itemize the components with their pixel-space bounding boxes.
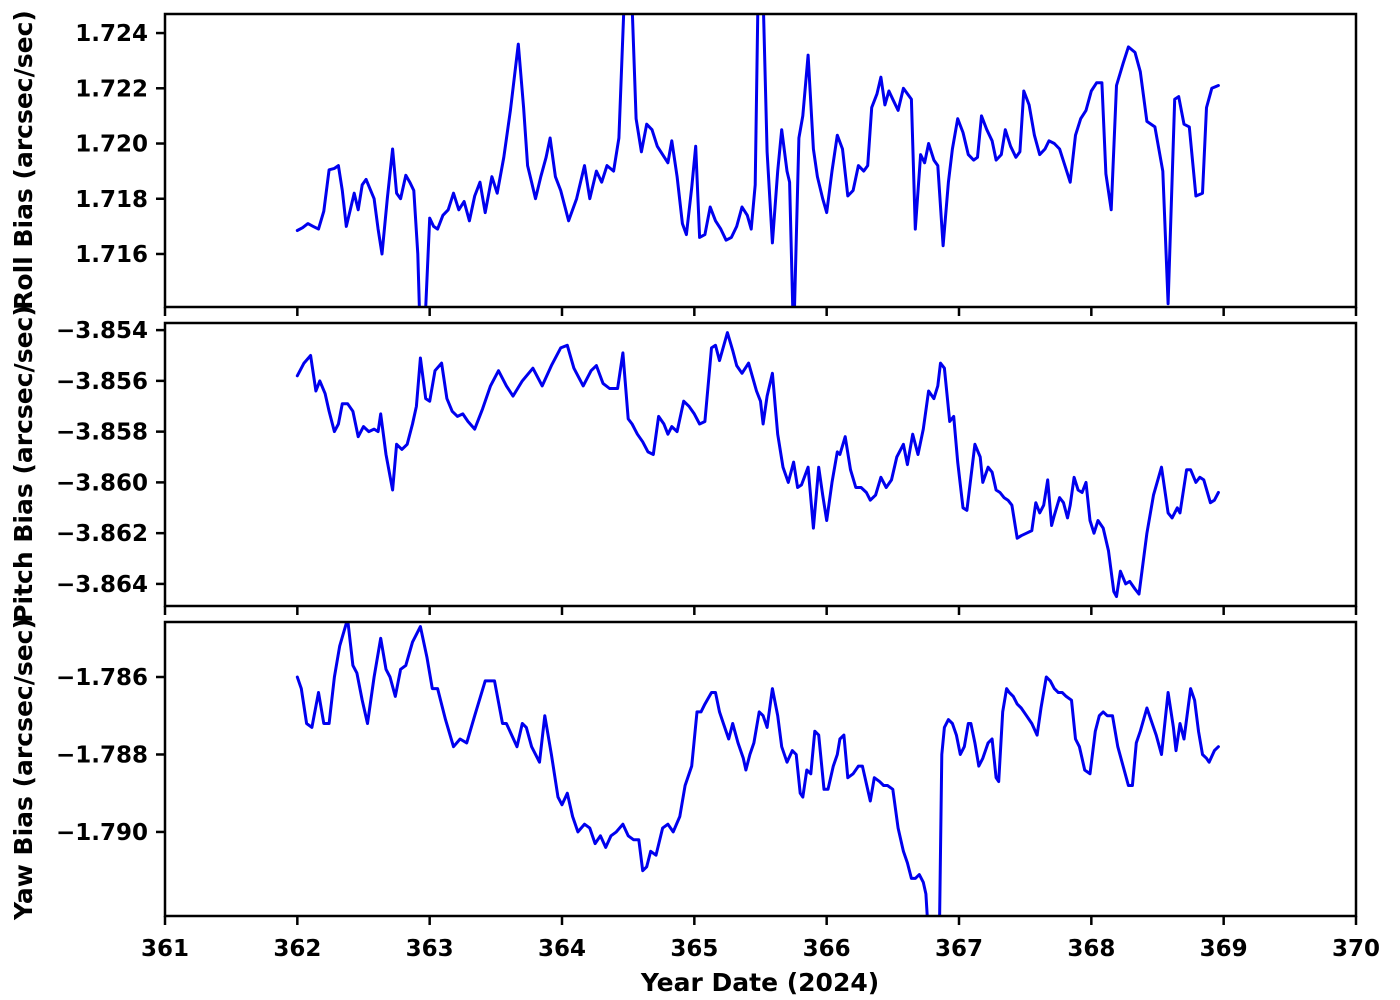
subplot-pitch: −3.854 −3.856 −3.858 −3.860 −3.862 −3.864	[56, 318, 1358, 615]
x-tick-label: 364	[538, 936, 586, 962]
y-tick-label: −1.786	[56, 665, 148, 691]
subplot-yaw: −1.786 −1.788 −1.790 361 362 363 364 365 366 367 3…	[56, 620, 1380, 962]
y-tick-label: 1.720	[75, 132, 148, 158]
x-tick-label: 370	[1332, 936, 1380, 962]
x-axis-label: Year Date (2024)	[640, 968, 879, 997]
y-tick-label: −3.856	[56, 369, 148, 395]
y-tick-label: −3.862	[56, 521, 148, 547]
axes-box	[163, 321, 1358, 608]
x-tick-label: 369	[1200, 936, 1248, 962]
y-tick-label: 1.724	[75, 21, 148, 47]
y-tick-label: 1.718	[75, 187, 148, 213]
roll-y-axis-label: Roll Bias (arcsec/sec)	[9, 10, 38, 310]
x-tick-label: 367	[935, 936, 983, 962]
x-tick-label: 362	[273, 936, 321, 962]
y-tick-label: −3.864	[56, 572, 148, 598]
y-tick-label: −3.854	[56, 318, 148, 344]
x-tick-label: 368	[1067, 936, 1115, 962]
pitch-y-axis-label: Pitch Bias (arcsec/sec)	[9, 305, 38, 623]
axes-box	[163, 12, 1358, 309]
x-tick-label: 363	[406, 936, 454, 962]
roll_bias-line	[295, 14, 1220, 307]
yaw_bias-line	[295, 622, 1220, 916]
y-tick-label: −3.858	[56, 420, 148, 446]
subplot-roll: 1.724 1.722 1.720 1.718 1.716	[75, 12, 1358, 316]
x-tick-label: 365	[670, 936, 718, 962]
y-tick-label: 1.722	[75, 76, 148, 102]
y-tick-label: 1.716	[75, 242, 148, 268]
y-tick-label: −1.788	[56, 743, 148, 769]
x-tick-label: 361	[141, 936, 189, 962]
x-tick-label: 366	[803, 936, 851, 962]
yaw-y-axis-label: Yaw Bias (arcsec/sec)	[9, 618, 38, 921]
axes-box	[163, 620, 1358, 918]
pitch_bias-line	[295, 331, 1220, 599]
y-tick-label: −3.860	[56, 470, 148, 496]
y-tick-label: −1.790	[56, 820, 148, 846]
